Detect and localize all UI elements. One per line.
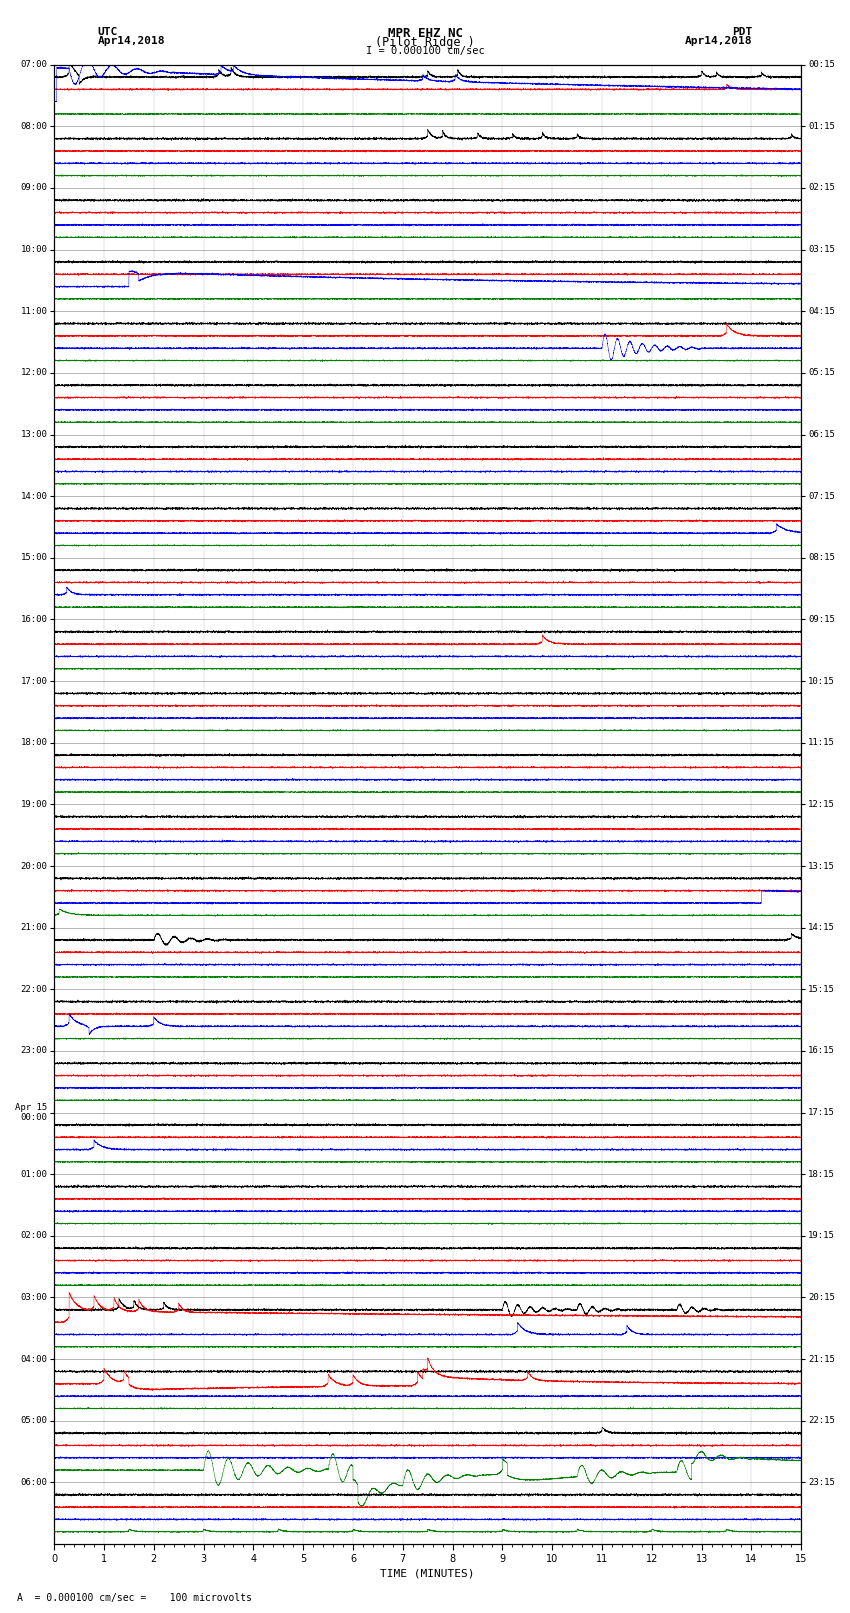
Text: UTC: UTC [98, 26, 118, 37]
Text: Apr14,2018: Apr14,2018 [98, 37, 165, 47]
Text: PDT: PDT [732, 26, 752, 37]
X-axis label: TIME (MINUTES): TIME (MINUTES) [381, 1569, 475, 1579]
Text: Apr14,2018: Apr14,2018 [685, 37, 752, 47]
Text: I = 0.000100 cm/sec: I = 0.000100 cm/sec [366, 45, 484, 56]
Text: A  = 0.000100 cm/sec =    100 microvolts: A = 0.000100 cm/sec = 100 microvolts [17, 1594, 252, 1603]
Text: (Pilot Ridge ): (Pilot Ridge ) [375, 37, 475, 50]
Text: MPR EHZ NC: MPR EHZ NC [388, 26, 462, 40]
